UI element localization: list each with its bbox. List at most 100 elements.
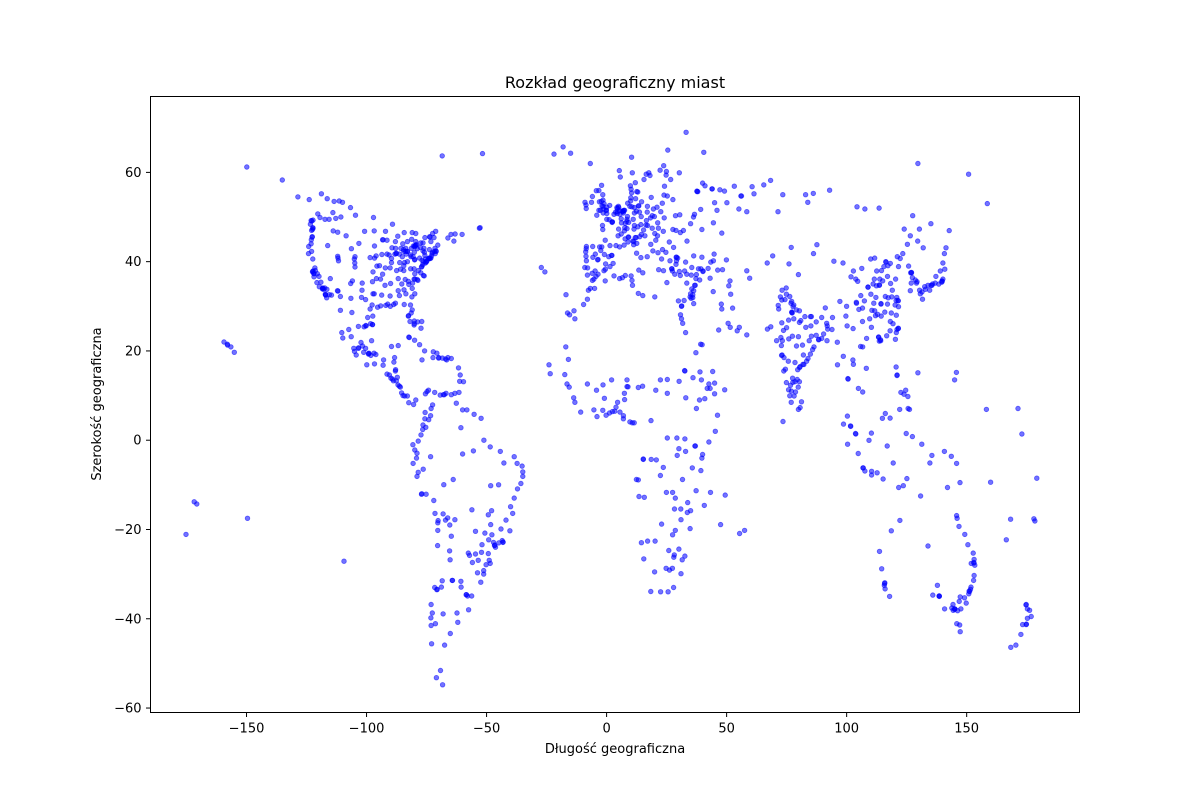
data-point xyxy=(789,310,795,316)
data-point xyxy=(377,276,384,282)
x-axis: −150 −100 −50 0 50 100 150 xyxy=(229,712,979,737)
data-point xyxy=(627,419,633,425)
data-point xyxy=(788,399,794,405)
data-point xyxy=(335,258,342,264)
data-point xyxy=(414,450,420,456)
data-point xyxy=(898,389,904,396)
data-point xyxy=(798,399,805,405)
data-point xyxy=(691,300,697,307)
data-point xyxy=(305,250,312,257)
data-point xyxy=(382,282,388,288)
data-point xyxy=(489,532,495,538)
data-point xyxy=(844,413,851,419)
data-point xyxy=(392,251,398,257)
data-point xyxy=(653,457,659,463)
data-point xyxy=(353,352,359,358)
data-point xyxy=(797,404,803,411)
data-point xyxy=(367,254,373,261)
data-point xyxy=(392,300,399,306)
data-point xyxy=(422,234,428,241)
data-point xyxy=(936,281,942,287)
data-point xyxy=(1013,642,1019,648)
data-point xyxy=(423,491,429,497)
data-point xyxy=(391,359,397,365)
data-point xyxy=(295,194,301,200)
data-point xyxy=(887,280,894,287)
data-point xyxy=(471,411,477,417)
data-point xyxy=(787,293,793,300)
data-point xyxy=(392,238,399,245)
data-point xyxy=(387,265,393,271)
data-point xyxy=(683,129,689,135)
data-point xyxy=(601,268,607,274)
data-point xyxy=(442,356,449,362)
data-point xyxy=(398,390,405,396)
data-point xyxy=(652,294,658,300)
data-point xyxy=(698,377,705,383)
data-point xyxy=(430,354,436,361)
data-point xyxy=(445,235,451,241)
data-point xyxy=(792,359,798,366)
data-point xyxy=(661,183,668,189)
data-point xyxy=(716,327,722,333)
data-point xyxy=(431,497,437,504)
data-point xyxy=(768,324,774,330)
data-point xyxy=(834,339,840,345)
data-point xyxy=(724,199,730,206)
data-point xyxy=(376,263,383,269)
data-point xyxy=(371,228,377,234)
data-point xyxy=(859,265,865,272)
data-point xyxy=(571,395,577,401)
data-point xyxy=(840,421,847,427)
data-point xyxy=(441,642,448,648)
data-point xyxy=(498,526,504,532)
data-point xyxy=(622,224,628,231)
data-point xyxy=(386,252,392,258)
data-point xyxy=(431,234,437,241)
data-point xyxy=(682,259,689,265)
data-point xyxy=(855,278,861,284)
data-point xyxy=(458,578,464,584)
data-point xyxy=(310,256,316,262)
data-point xyxy=(379,292,385,298)
data-point xyxy=(383,302,389,309)
data-point xyxy=(751,191,757,197)
data-point xyxy=(382,228,389,234)
data-point xyxy=(661,192,667,198)
data-point xyxy=(718,301,724,307)
data-point xyxy=(644,254,650,260)
data-point xyxy=(957,479,963,486)
x-tick-label: 0 xyxy=(602,722,610,737)
data-point xyxy=(641,556,647,562)
data-point xyxy=(488,483,494,489)
data-point xyxy=(666,239,672,245)
data-point xyxy=(420,248,426,254)
data-point xyxy=(908,280,914,286)
data-point xyxy=(371,243,378,249)
data-point xyxy=(421,348,428,354)
data-point xyxy=(588,199,595,205)
data-point xyxy=(907,288,913,294)
data-point xyxy=(858,292,864,299)
data-point xyxy=(779,338,785,344)
data-point xyxy=(411,243,418,249)
data-point xyxy=(876,282,883,288)
data-point xyxy=(612,209,619,215)
data-point xyxy=(428,238,434,245)
data-point xyxy=(837,298,843,305)
data-point xyxy=(655,220,661,226)
data-point xyxy=(602,237,608,243)
data-point xyxy=(711,251,717,257)
data-point xyxy=(628,195,634,201)
data-point xyxy=(455,619,461,625)
data-point xyxy=(894,372,900,379)
data-point xyxy=(418,491,425,497)
data-point xyxy=(371,361,378,367)
data-point xyxy=(731,183,737,189)
data-point xyxy=(914,279,920,285)
data-point xyxy=(764,260,770,266)
data-point xyxy=(598,182,605,188)
data-point xyxy=(678,316,685,322)
data-point xyxy=(439,682,446,688)
data-point xyxy=(416,255,423,261)
